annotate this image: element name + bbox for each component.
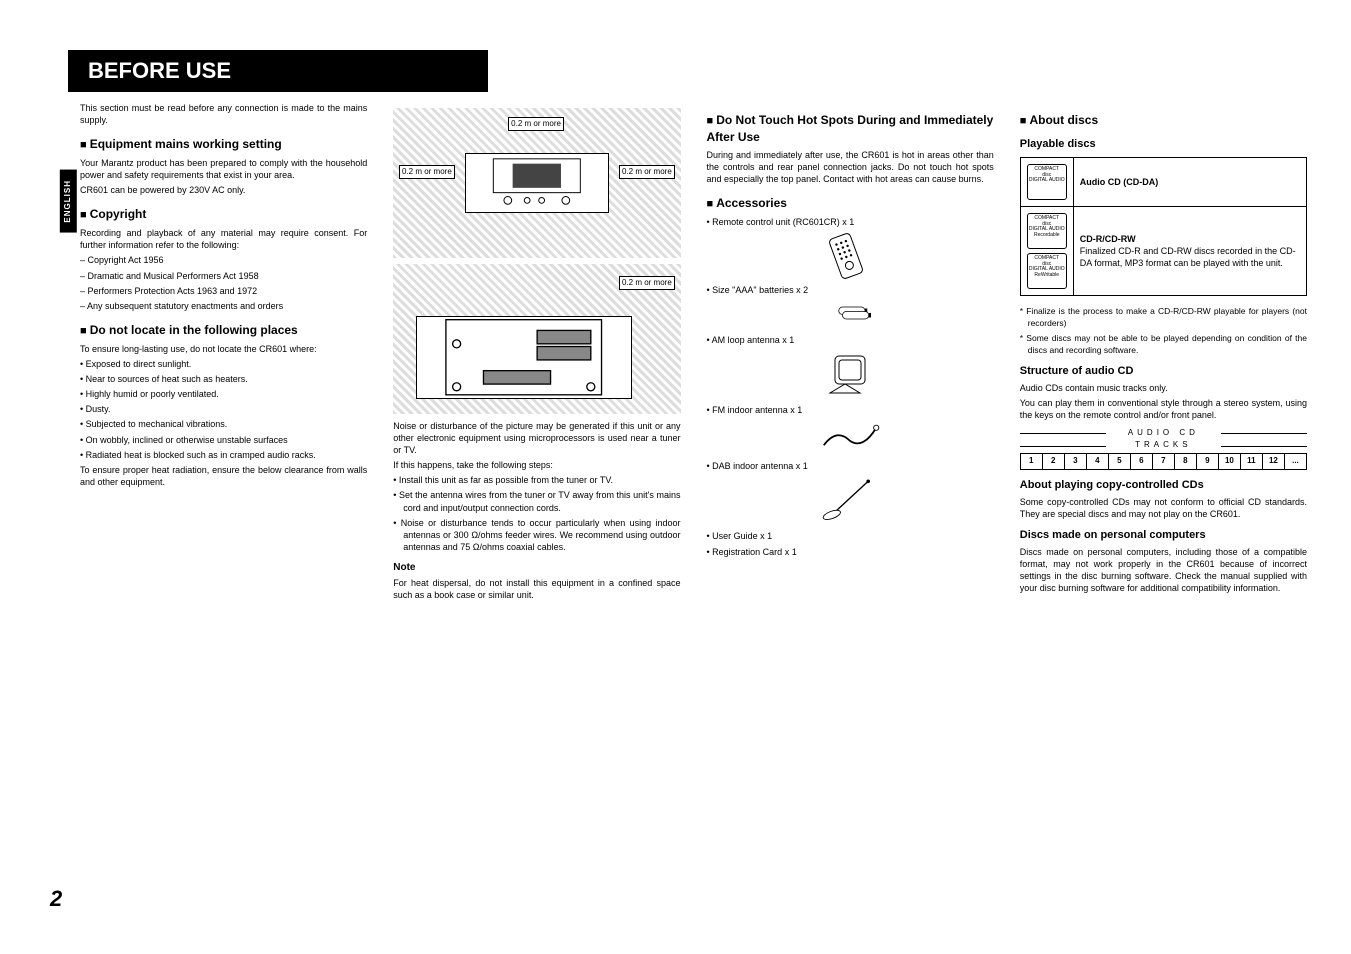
track-cell: 8	[1175, 454, 1197, 469]
list-item: Any subsequent statutory enactments and …	[80, 300, 367, 312]
page-number: 2	[50, 884, 62, 914]
heading-accessories: Accessories	[707, 195, 994, 212]
clearance-diagram-front: 0.2 m or more 0.2 m or more 0.2 m or mor…	[393, 108, 680, 258]
heading-locate: Do not locate in the following places	[80, 322, 367, 339]
locate-intro: To ensure long-lasting use, do not locat…	[80, 343, 367, 355]
battery-icon	[805, 298, 895, 328]
section-title: BEFORE USE	[68, 50, 488, 92]
column-4: About discs Playable discs COMPACT disc …	[1016, 102, 1311, 882]
locate-outro: To ensure proper heat radiation, ensure …	[80, 464, 367, 488]
tracks-label-audio: AUDIO CD	[1020, 428, 1307, 439]
list-item: Highly humid or poorly ventilated.	[80, 388, 367, 400]
accessory-batteries: Size "AAA" batteries x 2	[707, 284, 994, 296]
structure-p2: You can play them in conventional style …	[1020, 397, 1307, 421]
list-item: On wobbly, inclined or otherwise unstabl…	[80, 434, 367, 446]
noise-list: Install this unit as far as possible fro…	[393, 474, 680, 553]
clearance-label-left: 0.2 m or more	[399, 165, 455, 180]
list-item: Exposed to direct sunlight.	[80, 358, 367, 370]
track-cell: 11	[1241, 454, 1263, 469]
clearance-label-right: 0.2 m or more	[619, 165, 675, 180]
list-item: Noise or disturbance tends to occur part…	[393, 517, 680, 553]
accessory-reg-card: Registration Card x 1	[707, 546, 994, 558]
subheading-copyctrl: About playing copy-controlled CDs	[1020, 478, 1307, 493]
list-item: Install this unit as far as possible fro…	[393, 474, 680, 486]
clearance-label-back: 0.2 m or more	[619, 276, 675, 291]
locate-list: Exposed to direct sunlight. Near to sour…	[80, 358, 367, 461]
tracks-row: 1 2 3 4 5 6 7 8 9 10 11 12 ...	[1020, 453, 1307, 470]
mains-p2: CR601 can be powered by 230V AC only.	[80, 184, 367, 196]
list-item: Near to sources of heat such as heaters.	[80, 373, 367, 385]
am-antenna-icon	[805, 348, 895, 398]
heading-mains: Equipment mains working setting	[80, 136, 367, 153]
track-cell: 1	[1021, 454, 1043, 469]
disc-logo-cell: COMPACT disc DIGITAL AUDIO	[1020, 158, 1073, 207]
list-item: Radiated heat is blocked such as in cram…	[80, 449, 367, 461]
page-body: This section must be read before any con…	[40, 102, 1311, 882]
language-tab: ENGLISH	[60, 170, 77, 233]
fm-antenna-icon	[805, 419, 895, 454]
list-item: Copyright Act 1956	[80, 254, 367, 266]
heading-about-discs: About discs	[1020, 112, 1307, 129]
accessory-guide: User Guide x 1	[707, 530, 994, 542]
subheading-pc-discs: Discs made on personal computers	[1020, 528, 1307, 543]
disc-label-cell: Audio CD (CD-DA)	[1073, 158, 1306, 207]
subheading-structure: Structure of audio CD	[1020, 364, 1307, 379]
heading-copyright: Copyright	[80, 206, 367, 223]
clearance-label-top: 0.2 m or more	[508, 117, 564, 132]
cdr-logo-icon: COMPACT disc DIGITAL AUDIO Recordable	[1027, 213, 1067, 249]
note-text: For heat dispersal, do not install this …	[393, 577, 680, 601]
noise-p1: Noise or disturbance of the picture may …	[393, 420, 680, 456]
column-1: This section must be read before any con…	[40, 102, 371, 882]
accessory-fm-antenna: FM indoor antenna x 1	[707, 404, 994, 416]
clearance-diagram-top: 0.2 m or more	[393, 264, 680, 414]
condition-note: Some discs may not be able to be played …	[1020, 333, 1307, 356]
track-cell: 7	[1153, 454, 1175, 469]
accessory-am-antenna: AM loop antenna x 1	[707, 334, 994, 346]
heading-hotspots: Do Not Touch Hot Spots During and Immedi…	[707, 112, 994, 145]
list-item: Subjected to mechanical vibrations.	[80, 418, 367, 430]
playable-discs-table: COMPACT disc DIGITAL AUDIO Audio CD (CD-…	[1020, 157, 1307, 296]
remote-icon	[805, 230, 895, 280]
finalize-note: Finalize is the process to make a CD-R/C…	[1020, 306, 1307, 329]
disc-desc-cell: CD-R/CD-RW Finalized CD-R and CD-RW disc…	[1073, 207, 1306, 296]
note-heading: Note	[393, 561, 680, 575]
tracks-label-tracks: TRACKS	[1020, 440, 1307, 451]
disc-logo-cell: COMPACT disc DIGITAL AUDIO Recordable CO…	[1020, 207, 1073, 296]
subheading-playable: Playable discs	[1020, 137, 1307, 152]
dab-antenna-icon	[805, 474, 895, 524]
track-cell: 12	[1263, 454, 1285, 469]
intro-text: This section must be read before any con…	[80, 102, 367, 126]
track-cell: 4	[1087, 454, 1109, 469]
track-cell: 9	[1197, 454, 1219, 469]
column-2: 0.2 m or more 0.2 m or more 0.2 m or mor…	[389, 102, 684, 882]
mains-p1: Your Marantz product has been prepared t…	[80, 157, 367, 181]
list-item: Set the antenna wires from the tuner or …	[393, 489, 680, 513]
column-3: Do Not Touch Hot Spots During and Immedi…	[703, 102, 998, 882]
cdrw-logo-icon: COMPACT disc DIGITAL AUDIO ReWritable	[1027, 253, 1067, 289]
list-item: Dusty.	[80, 403, 367, 415]
accessory-dab-antenna: DAB indoor antenna x 1	[707, 460, 994, 472]
track-cell: 3	[1065, 454, 1087, 469]
copyctrl-text: Some copy-controlled CDs may not conform…	[1020, 496, 1307, 520]
list-item: Performers Protection Acts 1963 and 1972	[80, 285, 367, 297]
noise-p2: If this happens, take the following step…	[393, 459, 680, 471]
hotspots-text: During and immediately after use, the CR…	[707, 149, 994, 185]
accessory-remote: Remote control unit (RC601CR) x 1	[707, 216, 994, 228]
track-cell: 6	[1131, 454, 1153, 469]
track-cell: ...	[1285, 454, 1306, 469]
copyright-intro: Recording and playback of any material m…	[80, 227, 367, 251]
pc-discs-text: Discs made on personal computers, includ…	[1020, 546, 1307, 595]
copyright-list: Copyright Act 1956 Dramatic and Musical …	[80, 254, 367, 312]
track-cell: 2	[1043, 454, 1065, 469]
list-item: Dramatic and Musical Performers Act 1958	[80, 270, 367, 282]
cd-logo-icon: COMPACT disc DIGITAL AUDIO	[1027, 164, 1067, 200]
track-cell: 5	[1109, 454, 1131, 469]
structure-p1: Audio CDs contain music tracks only.	[1020, 382, 1307, 394]
tracks-diagram: AUDIO CD TRACKS 1 2 3 4 5 6 7 8 9 10 11 …	[1020, 428, 1307, 470]
track-cell: 10	[1219, 454, 1241, 469]
